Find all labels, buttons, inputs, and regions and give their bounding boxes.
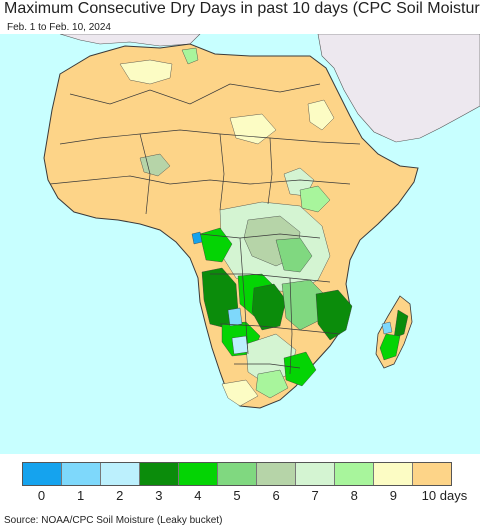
legend-label-9: 9 [389, 488, 397, 503]
country-borders [49, 83, 361, 375]
africa-dry-days-map [0, 34, 480, 454]
legend-label-2: 2 [116, 488, 124, 503]
legend-swatch-2 [101, 463, 140, 485]
legend-label-3: 3 [155, 488, 163, 503]
legend-swatch-9 [374, 463, 413, 485]
legend-swatch-5 [218, 463, 257, 485]
northern-patches [119, 47, 335, 213]
middle-east-land [317, 34, 480, 143]
legend-swatch-6 [257, 463, 296, 485]
legend-swatch-3 [140, 463, 179, 485]
legend-label-6: 6 [272, 488, 280, 503]
legend-label-1: 1 [77, 488, 85, 503]
legend-color-bar [22, 462, 452, 486]
legend-swatch-7 [296, 463, 335, 485]
legend-label-10: 10 days [421, 488, 468, 503]
legend-swatch-10 [413, 463, 451, 485]
legend-label-5: 5 [233, 488, 241, 503]
map-title: Maximum Consecutive Dry Days in past 10 … [4, 0, 480, 17]
madagascar-patches [379, 309, 409, 361]
legend-label-4: 4 [194, 488, 202, 503]
source-note: Source: NOAA/CPC Soil Moisture (Leaky bu… [4, 515, 223, 526]
legend-swatch-8 [335, 463, 374, 485]
legend-swatch-0 [23, 463, 62, 485]
map-subtitle: Feb. 1 to Feb. 10, 2024 [7, 22, 111, 33]
legend-swatch-1 [62, 463, 101, 485]
legend-label-0: 0 [37, 488, 46, 503]
europe-land [59, 34, 201, 47]
legend-tick-labels: 0 1 2 3 4 5 6 7 8 9 10 days [22, 488, 467, 506]
legend-label-8: 8 [350, 488, 358, 503]
legend-swatch-4 [179, 463, 218, 485]
central-southern-patches [191, 201, 353, 407]
legend-label-7: 7 [311, 488, 319, 503]
